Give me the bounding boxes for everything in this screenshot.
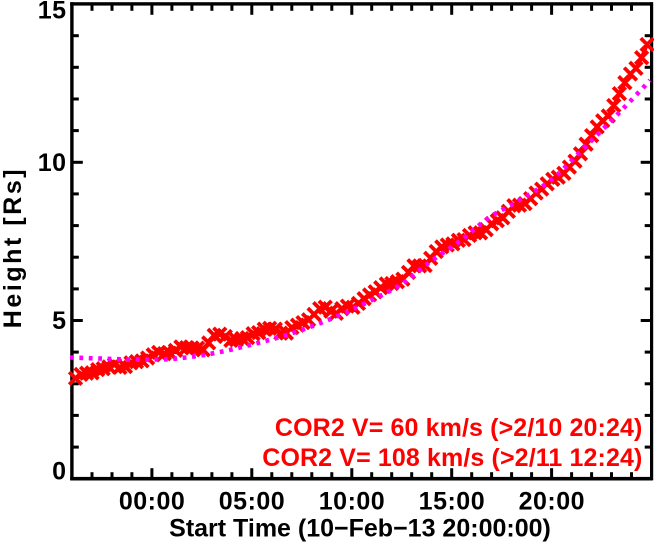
svg-text:20:00: 20:00 — [519, 487, 585, 515]
svg-text:15:00: 15:00 — [419, 487, 485, 515]
svg-text:05:00: 05:00 — [219, 487, 285, 515]
svg-text:10:00: 10:00 — [319, 487, 385, 515]
svg-text:COR2 V= 108 km/s (>2/11 12:24): COR2 V= 108 km/s (>2/11 12:24) — [262, 444, 642, 472]
svg-text:5: 5 — [52, 307, 66, 335]
svg-text:COR2 V= 60 km/s (>2/10 20:24): COR2 V= 60 km/s (>2/10 20:24) — [275, 414, 643, 442]
svg-text:Height [Rs]: Height [Rs] — [0, 167, 27, 328]
svg-text:00:00: 00:00 — [119, 487, 185, 515]
svg-text:Start Time (10−Feb−13 20:00:00: Start Time (10−Feb−13 20:00:00) — [169, 514, 551, 542]
svg-text:0: 0 — [52, 458, 66, 486]
svg-text:15: 15 — [38, 0, 67, 25]
svg-text:10: 10 — [38, 149, 67, 177]
